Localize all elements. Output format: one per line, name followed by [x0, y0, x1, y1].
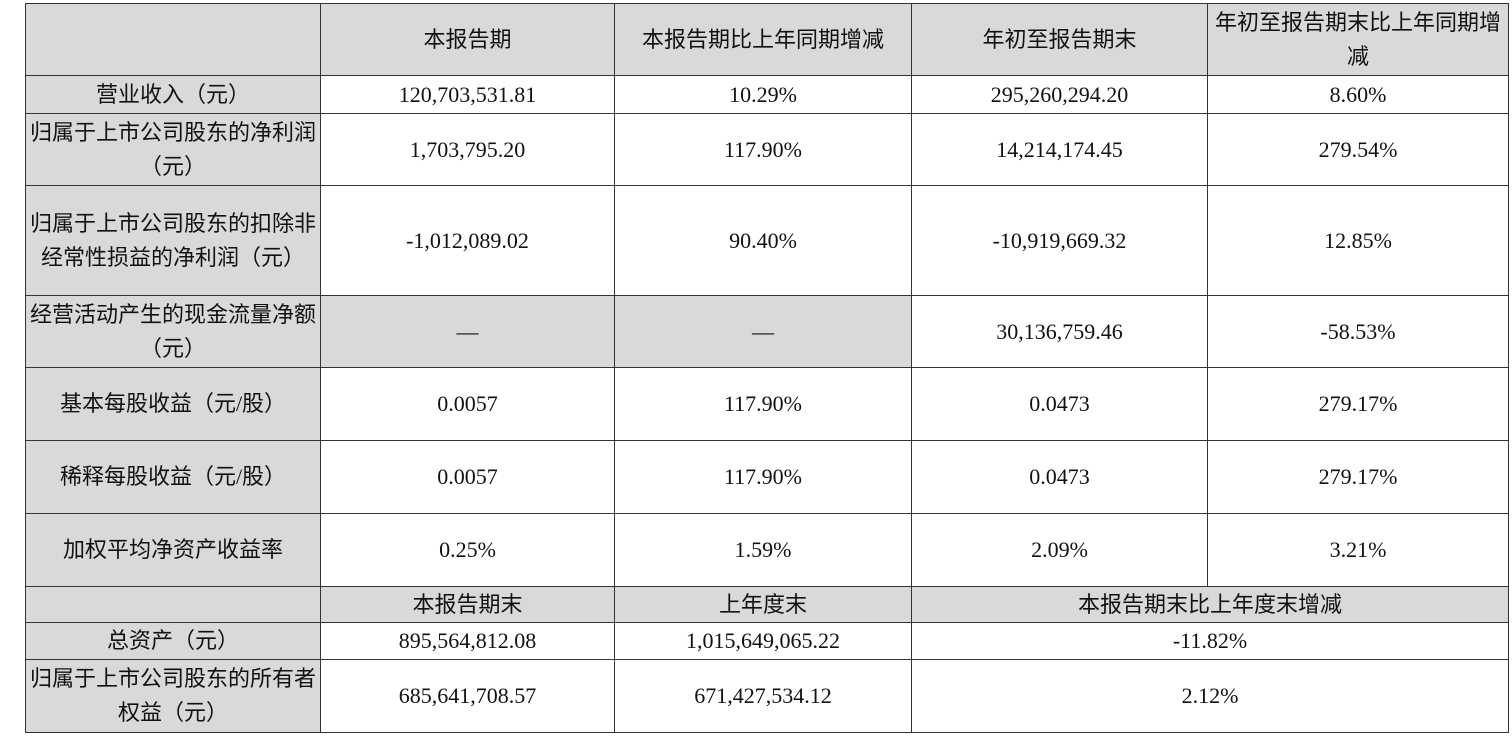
cell: 120,703,531.81 [320, 75, 615, 114]
table-row: 稀释每股收益（元/股） 0.0057 117.90% 0.0473 279.17… [25, 440, 1509, 514]
row-label: 经营活动产生的现金流量净额（元） [25, 295, 321, 368]
row-label: 加权平均净资产收益率 [25, 513, 321, 587]
header-cell: 本报告期比上年同期增减 [614, 3, 912, 76]
row-label: 营业收入（元） [25, 75, 321, 114]
cell: 2.12% [911, 659, 1509, 733]
cell: 895,564,812.08 [320, 622, 615, 660]
table-row: 加权平均净资产收益率 0.25% 1.59% 2.09% 3.21% [25, 513, 1509, 587]
cell: 14,214,174.45 [911, 113, 1208, 186]
cell: 90.40% [614, 185, 912, 296]
cell: 0.25% [320, 513, 615, 587]
cell: -1,012,089.02 [320, 185, 615, 296]
row-label: 稀释每股收益（元/股） [25, 440, 321, 514]
table-row: 经营活动产生的现金流量净额（元） — — 30,136,759.46 -58.5… [25, 295, 1509, 368]
header-row: 本报告期 本报告期比上年同期增减 年初至报告期末 年初至报告期末比上年同期增减 [25, 3, 1509, 76]
cell: 10.29% [614, 75, 912, 114]
cell: — [320, 295, 615, 368]
header-row-2: 本报告期末 上年度末 本报告期末比上年度末增减 [25, 586, 1509, 623]
header-cell: 年初至报告期末 [911, 3, 1208, 76]
cell: 30,136,759.46 [911, 295, 1208, 368]
cell: 2.09% [911, 513, 1208, 587]
table-row: 归属于上市公司股东的扣除非经常性损益的净利润（元） -1,012,089.02 … [25, 185, 1509, 296]
row-label: 总资产（元） [25, 622, 321, 660]
header-cell: 年初至报告期末比上年同期增减 [1207, 3, 1509, 76]
cell: -58.53% [1207, 295, 1509, 368]
cell: 1,015,649,065.22 [614, 622, 912, 660]
row-label: 基本每股收益（元/股） [25, 367, 321, 441]
cell: -10,919,669.32 [911, 185, 1208, 296]
header-cell: 本报告期 [320, 3, 615, 76]
cell: 1,703,795.20 [320, 113, 615, 186]
table-row: 营业收入（元） 120,703,531.81 10.29% 295,260,29… [25, 75, 1509, 114]
cell: 685,641,708.57 [320, 659, 615, 733]
table-row: 归属于上市公司股东的所有者权益（元） 685,641,708.57 671,42… [25, 659, 1509, 733]
header-cell [25, 3, 321, 76]
header-cell: 本报告期末 [320, 586, 615, 623]
cell: 1.59% [614, 513, 912, 587]
row-label: 归属于上市公司股东的所有者权益（元） [25, 659, 321, 733]
cell: -11.82% [911, 622, 1509, 660]
table-row: 总资产（元） 895,564,812.08 1,015,649,065.22 -… [25, 622, 1509, 660]
header-cell [25, 586, 321, 623]
table-row: 基本每股收益（元/股） 0.0057 117.90% 0.0473 279.17… [25, 367, 1509, 441]
table-row: 归属于上市公司股东的净利润（元） 1,703,795.20 117.90% 14… [25, 113, 1509, 186]
cell: 0.0473 [911, 440, 1208, 514]
cell: — [614, 295, 912, 368]
cell: 279.17% [1207, 367, 1509, 441]
header-cell: 本报告期末比上年度末增减 [911, 586, 1509, 623]
cell: 8.60% [1207, 75, 1509, 114]
cell: 295,260,294.20 [911, 75, 1208, 114]
cell: 0.0473 [911, 367, 1208, 441]
cell: 279.54% [1207, 113, 1509, 186]
cell: 279.17% [1207, 440, 1509, 514]
cell: 12.85% [1207, 185, 1509, 296]
row-label: 归属于上市公司股东的扣除非经常性损益的净利润（元） [25, 185, 321, 296]
financial-summary-table: 本报告期 本报告期比上年同期增减 年初至报告期末 年初至报告期末比上年同期增减 … [25, 3, 1509, 733]
cell: 0.0057 [320, 367, 615, 441]
header-cell: 上年度末 [614, 586, 912, 623]
row-label: 归属于上市公司股东的净利润（元） [25, 113, 321, 186]
cell: 117.90% [614, 113, 912, 186]
cell: 117.90% [614, 440, 912, 514]
cell: 3.21% [1207, 513, 1509, 587]
cell: 0.0057 [320, 440, 615, 514]
cell: 117.90% [614, 367, 912, 441]
cell: 671,427,534.12 [614, 659, 912, 733]
